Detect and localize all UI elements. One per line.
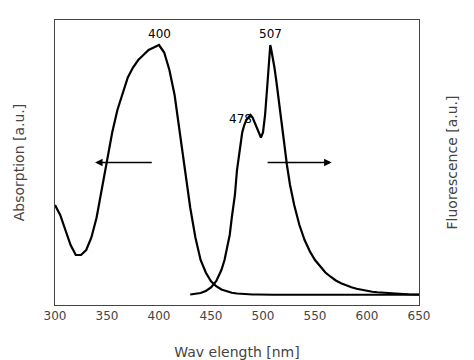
svg-text:400: 400 (148, 27, 171, 41)
svg-text:478: 478 (229, 112, 252, 126)
svg-text:Fluorescence [a.u.]: Fluorescence [a.u.] (444, 96, 460, 230)
svg-text:650: 650 (408, 309, 431, 323)
svg-text:Absorption [a.u.]: Absorption [a.u.] (11, 104, 27, 222)
svg-text:300: 300 (44, 309, 67, 323)
svg-text:350: 350 (96, 309, 119, 323)
svg-text:600: 600 (356, 309, 379, 323)
svg-text:400: 400 (148, 309, 171, 323)
svg-text:Wav elength [nm]: Wav elength [nm] (174, 344, 299, 360)
svg-text:550: 550 (304, 309, 327, 323)
svg-text:450: 450 (200, 309, 223, 323)
svg-text:507: 507 (259, 27, 282, 41)
svg-text:500: 500 (252, 309, 275, 323)
